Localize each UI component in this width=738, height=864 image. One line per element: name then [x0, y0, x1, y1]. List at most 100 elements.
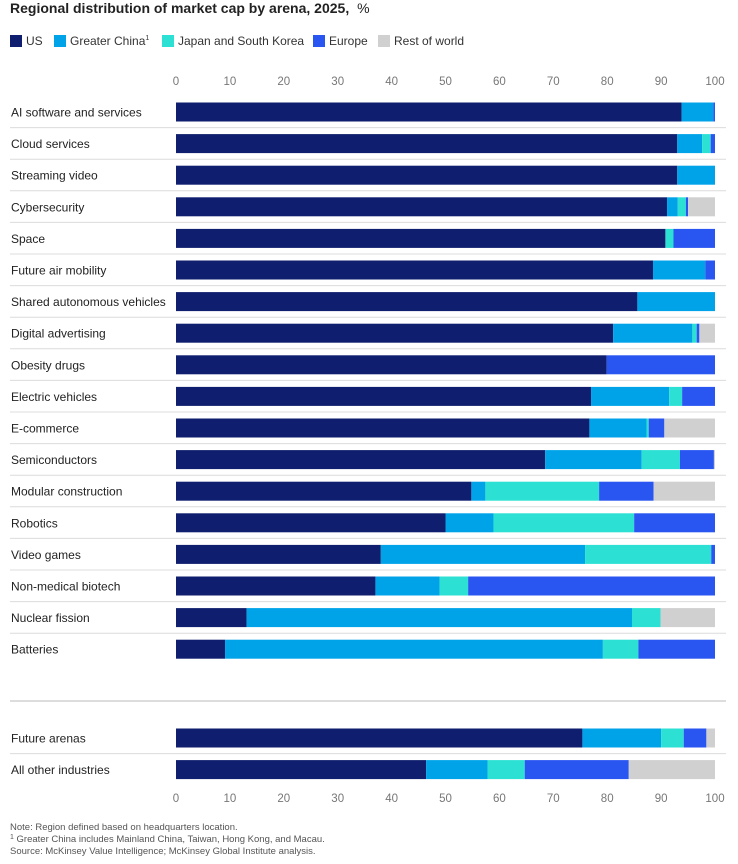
x-tick-label-40: 40: [385, 76, 398, 88]
category-label-non-medical-biotech: Non-medical biotech: [11, 580, 120, 594]
row-non-medical-biotech: Non-medical biotech: [10, 569, 726, 596]
bar-segment-ai-software-and-services-europe: [713, 102, 715, 122]
note-line-2: 1 Greater China includes Mainland China,…: [10, 831, 325, 845]
bar-segment-cloud-services-japan-and-south-korea: [702, 134, 711, 154]
bar-segment-e-commerce-us: [176, 418, 590, 438]
bar-segment-space-europe: [673, 228, 715, 248]
top-axis: 0 10 20 30 40 50 60 70 80 90 100: [173, 76, 725, 88]
bar-segment-nuclear-fission-japan-and-south-korea: [631, 608, 661, 628]
bar-segment-ai-software-and-services-us: [176, 102, 682, 122]
bar-segment-semiconductors-greater-china: [545, 450, 642, 470]
x-tick-label-70: 70: [547, 76, 560, 88]
x-tick-label-20: 20: [277, 793, 290, 805]
bar-segment-modular-construction-europe: [599, 481, 654, 501]
legend-item-japan-and-south-korea: Japan and South Korea: [162, 34, 304, 48]
legend-label-europe: Europe: [329, 34, 368, 48]
x-tick-label-20: 20: [277, 76, 290, 88]
bar-segment-video-games-greater-china: [380, 544, 586, 564]
bar-segment-semiconductors-europe: [679, 450, 714, 470]
chart-title: Regional distribution of market cap by a…: [10, 0, 370, 16]
legend-item-us: US: [10, 34, 43, 48]
legend-item-rest-of-world: Rest of world: [378, 34, 464, 48]
row-all-other-industries: All other industries: [10, 753, 726, 780]
row-future-arenas: Future arenas: [11, 728, 715, 748]
bar-segment-semiconductors-us: [176, 450, 546, 470]
x-tick-label-90: 90: [655, 793, 668, 805]
x-tick-label-100: 100: [705, 76, 724, 88]
x-tick-label-100: 100: [705, 793, 724, 805]
bar-segment-future-arenas-greater-china: [582, 728, 662, 748]
bar-segment-all-other-industries-greater-china: [426, 760, 488, 780]
bottom-axis: 0 10 20 30 40 50 60 70 80 90 100: [173, 793, 725, 805]
bar-segment-modular-construction-greater-china: [471, 481, 486, 501]
bar-segment-nuclear-fission-rest-of-world: [660, 608, 715, 628]
bar-segment-video-games-japan-and-south-korea: [585, 544, 712, 564]
bar-segment-future-air-mobility-europe: [705, 260, 715, 280]
bar-segment-semiconductors-japan-and-south-korea: [641, 450, 680, 470]
x-tick-label-50: 50: [439, 793, 452, 805]
bar-segment-non-medical-biotech-us: [176, 576, 376, 596]
category-label-batteries: Batteries: [11, 643, 58, 657]
row-future-air-mobility: Future air mobility: [10, 253, 726, 280]
row-space: Space: [10, 221, 726, 248]
bar-segment-digital-advertising-us: [176, 323, 614, 343]
bar-segment-video-games-us: [176, 544, 381, 564]
bar-segment-future-arenas-rest-of-world: [706, 728, 715, 748]
row-modular-construction: Modular construction: [10, 474, 726, 501]
bar-segment-cybersecurity-greater-china: [667, 197, 678, 217]
bar-segment-non-medical-biotech-japan-and-south-korea: [439, 576, 469, 596]
bar-segment-ai-software-and-services-greater-china: [681, 102, 714, 122]
bar-segment-all-other-industries-europe: [524, 760, 629, 780]
row-ai-software-and-services: AI software and services: [11, 102, 715, 122]
row-cybersecurity: Cybersecurity: [10, 190, 726, 217]
bar-segment-future-air-mobility-greater-china: [653, 260, 706, 280]
category-label-obesity-drugs: Obesity drugs: [11, 358, 85, 372]
x-tick-label-60: 60: [493, 793, 506, 805]
row-semiconductors: Semiconductors: [10, 443, 726, 470]
bar-segment-electric-vehicles-japan-and-south-korea: [669, 386, 683, 406]
category-label-nuclear-fission: Nuclear fission: [11, 611, 90, 625]
bar-segment-batteries-japan-and-south-korea: [602, 639, 639, 659]
bar-segment-batteries-europe: [638, 639, 715, 659]
bar-segment-all-other-industries-us: [176, 760, 427, 780]
bar-segment-modular-construction-japan-and-south-korea: [485, 481, 600, 501]
bar-segment-space-japan-and-south-korea: [665, 228, 674, 248]
bar-segment-batteries-us: [176, 639, 226, 659]
bar-segment-modular-construction-us: [176, 481, 472, 501]
chart-title-unit: %: [357, 0, 369, 16]
category-label-cloud-services: Cloud services: [11, 137, 90, 151]
x-tick-label-80: 80: [601, 793, 614, 805]
category-label-space: Space: [11, 232, 45, 246]
bar-segment-cloud-services-europe: [710, 134, 715, 154]
category-label-ai-software-and-services: AI software and services: [11, 106, 142, 120]
note-line-3: Source: McKinsey Value Intelligence; McK…: [10, 846, 316, 857]
bar-segment-future-arenas-us: [176, 728, 583, 748]
bar-segment-e-commerce-rest-of-world: [664, 418, 715, 438]
row-e-commerce: E-commerce: [10, 411, 726, 438]
bar-segment-future-air-mobility-us: [176, 260, 654, 280]
row-obesity-drugs: Obesity drugs: [10, 348, 726, 375]
bar-segment-electric-vehicles-us: [176, 386, 592, 406]
bar-segment-cloud-services-us: [176, 134, 678, 154]
bar-segment-shared-autonomous-vehicles-us: [176, 292, 638, 312]
legend-item-greater-china: Greater China1: [54, 34, 149, 48]
bar-segment-obesity-drugs-europe: [606, 355, 715, 375]
row-nuclear-fission: Nuclear fission: [10, 601, 726, 628]
row-batteries: Batteries: [10, 632, 726, 659]
bar-segment-shared-autonomous-vehicles-greater-china: [637, 292, 715, 312]
bar-segment-digital-advertising-europe: [696, 323, 700, 343]
note-greater-china: Greater China includes Mainland China, T…: [17, 834, 325, 845]
row-streaming-video: Streaming video: [10, 158, 726, 185]
bar-segment-future-arenas-europe: [683, 728, 707, 748]
bar-segment-all-other-industries-japan-and-south-korea: [487, 760, 525, 780]
x-tick-label-50: 50: [439, 76, 452, 88]
row-cloud-services: Cloud services: [10, 127, 726, 154]
bar-segment-cybersecurity-rest-of-world: [688, 197, 715, 217]
bar-segment-non-medical-biotech-greater-china: [375, 576, 440, 596]
legend-swatch-europe: [313, 35, 325, 47]
bar-segment-nuclear-fission-us: [176, 608, 247, 628]
x-tick-label-10: 10: [224, 793, 237, 805]
category-label-modular-construction: Modular construction: [11, 485, 122, 499]
bar-segment-robotics-europe: [634, 513, 715, 533]
